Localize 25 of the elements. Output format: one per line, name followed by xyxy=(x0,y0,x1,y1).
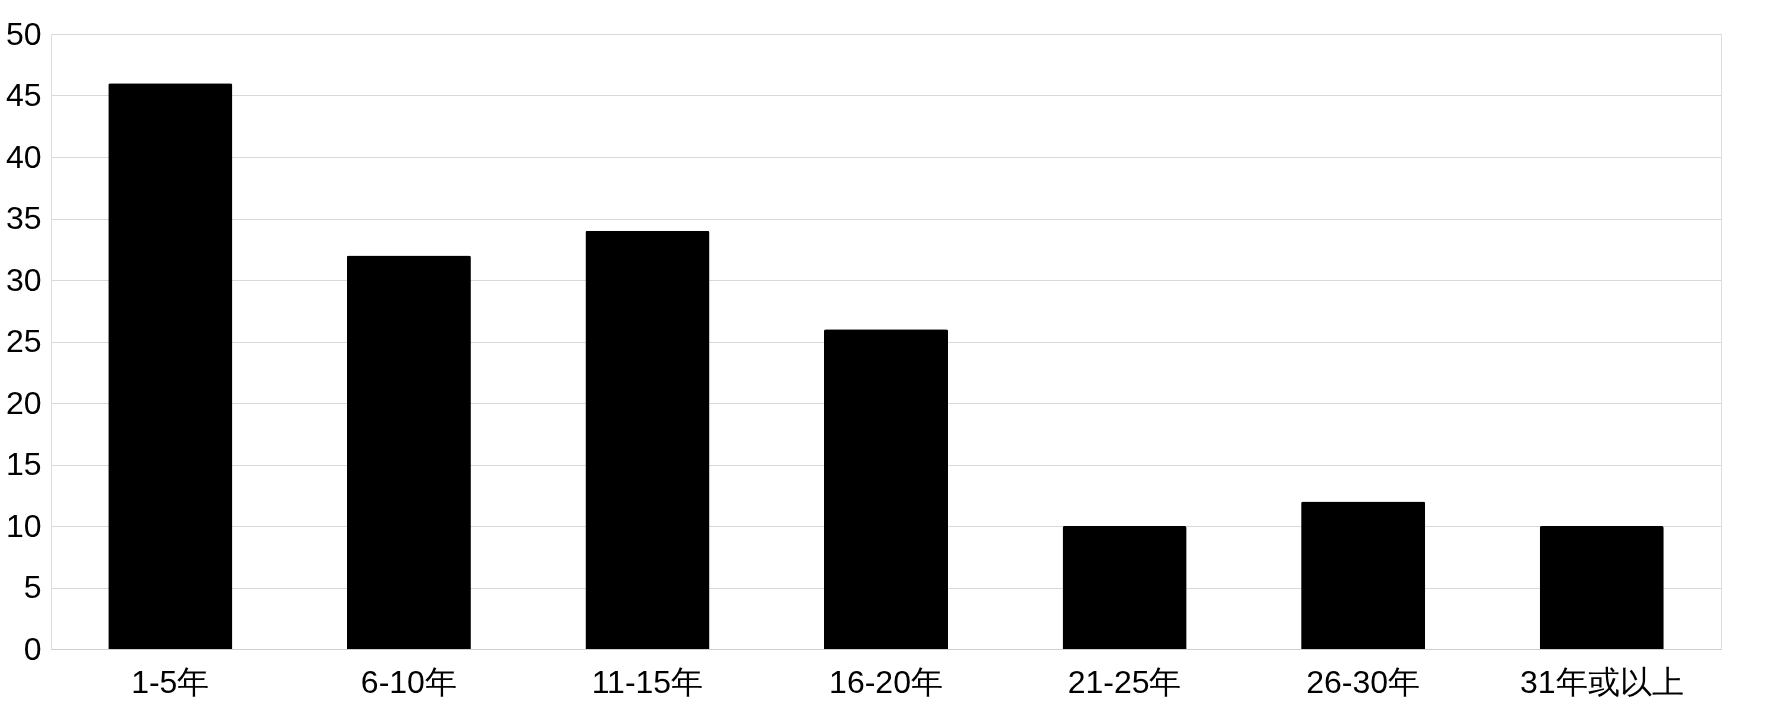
bar xyxy=(346,255,471,649)
x-tick-label: 11-15年 xyxy=(591,663,704,700)
y-tick-label: 5 xyxy=(23,569,42,605)
x-tick-label: 21-25年 xyxy=(1067,663,1182,700)
y-tick-label: 20 xyxy=(5,384,42,421)
y-tick-label: 45 xyxy=(5,77,42,113)
bar xyxy=(108,83,233,649)
y-tick-label: 0 xyxy=(23,630,42,667)
y-tick-label: 35 xyxy=(5,200,42,236)
x-tick-label: 31年或以上 xyxy=(1519,663,1684,700)
y-tick-label: 15 xyxy=(5,446,42,482)
y-tick-label: 25 xyxy=(5,323,42,359)
x-tick-label: 1-5年 xyxy=(131,663,210,700)
bar xyxy=(1062,526,1187,649)
y-tick-label: 30 xyxy=(5,261,42,298)
bar xyxy=(823,329,949,649)
bar xyxy=(585,230,710,649)
x-tick-label: 16-20年 xyxy=(829,663,943,700)
y-tick-label: 10 xyxy=(5,507,42,544)
x-tick-label: 26-30年 xyxy=(1306,663,1421,700)
bar xyxy=(1301,501,1426,649)
bar xyxy=(1539,526,1664,649)
x-tick-label: 6-10年 xyxy=(360,663,457,700)
y-tick-label: 40 xyxy=(5,138,42,175)
y-tick-label: 50 xyxy=(5,15,42,52)
